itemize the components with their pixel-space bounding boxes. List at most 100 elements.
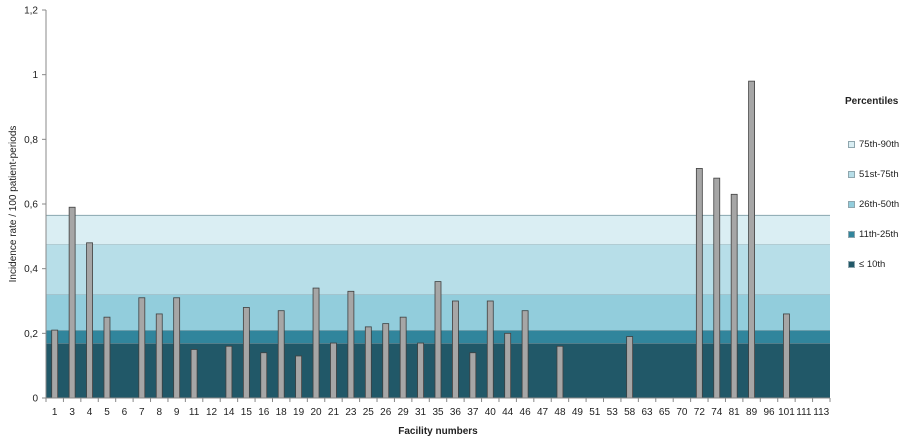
- bar-37: [469, 352, 477, 399]
- x-tick-label: 11: [189, 407, 200, 418]
- y-tick-label: 0: [32, 394, 38, 405]
- bar-74: [713, 177, 721, 399]
- bar-89: [748, 80, 755, 399]
- legend-title: Percentiles: [845, 96, 899, 107]
- bar-101: [783, 313, 790, 399]
- x-tick-label: 111: [796, 407, 812, 418]
- x-tick-label: 26: [380, 407, 392, 418]
- bar-18: [277, 310, 285, 399]
- bar-4: [86, 242, 93, 399]
- bar-48: [556, 345, 564, 399]
- x-tick-label: 53: [607, 407, 619, 418]
- x-tick-label: 46: [520, 407, 532, 418]
- x-tick-label: 23: [345, 407, 357, 418]
- x-tick-label: 48: [554, 407, 566, 418]
- bar-40: [486, 300, 494, 399]
- x-tick-label: 20: [310, 407, 322, 418]
- x-tick-label: 44: [502, 407, 514, 418]
- legend-swatch: [848, 261, 855, 268]
- legend-swatch: [848, 141, 855, 148]
- x-tick-label: 19: [293, 407, 305, 418]
- bar-29: [399, 316, 407, 399]
- bar-25: [364, 326, 372, 399]
- x-tick-label: 70: [676, 407, 688, 418]
- x-tick-label: 15: [241, 407, 253, 418]
- bar-1: [51, 329, 59, 399]
- bar-9: [173, 297, 181, 399]
- bar-16: [260, 352, 268, 399]
- legend-swatch: [848, 231, 855, 238]
- y-tick-label: 0,2: [24, 329, 38, 340]
- x-tick-label: 72: [694, 407, 706, 418]
- bar-81: [730, 193, 738, 399]
- bar-14: [225, 345, 233, 399]
- x-tick-label: 74: [711, 407, 723, 418]
- x-tick-label: 6: [122, 407, 128, 418]
- x-tick-label: 65: [659, 407, 671, 418]
- legend-swatch: [848, 171, 855, 178]
- x-tick-label: 12: [206, 407, 218, 418]
- bar-26: [382, 323, 390, 399]
- x-tick-label: 49: [572, 407, 584, 418]
- bar-19: [295, 355, 303, 399]
- x-tick-label: 37: [467, 407, 479, 418]
- bar-44: [504, 332, 512, 399]
- x-axis-title: Facility numbers: [398, 426, 478, 437]
- x-tick-labels: 1 3 4 5 6 7 8 9 11 12 14 15 16 18 19 20 21 23 25 26 29 31 35 36…: [52, 407, 830, 418]
- x-tick-label: 14: [223, 407, 235, 418]
- axes: [42, 9, 831, 402]
- x-tick-label: 7: [139, 407, 145, 418]
- y-tick-label: 0,4: [24, 264, 38, 275]
- bar-11: [190, 349, 198, 399]
- bar-23: [347, 290, 355, 399]
- x-tick-label: 58: [624, 407, 636, 418]
- x-tick-label: 36: [450, 407, 462, 418]
- y-tick-label: 0,8: [24, 135, 38, 146]
- x-tick-label: 16: [258, 407, 270, 418]
- bar-31: [417, 342, 424, 399]
- y-axis-title: Incidence rate / 100 patient-periods: [8, 126, 19, 283]
- bar-7: [138, 297, 146, 399]
- bar-3: [68, 206, 76, 399]
- x-tick-label: 8: [156, 407, 162, 418]
- bar-72: [695, 168, 703, 399]
- legend-swatch: [848, 201, 855, 208]
- legend-label: 26th-50th: [859, 199, 900, 210]
- x-tick-label: 18: [276, 407, 288, 418]
- x-tick-label: 113: [813, 407, 829, 418]
- bar-36: [452, 300, 459, 399]
- x-tick-label: 5: [104, 407, 110, 418]
- x-tick-label: 101: [778, 407, 795, 418]
- x-tick-label: 63: [642, 407, 654, 418]
- bar-35: [434, 281, 442, 399]
- x-tick-label: 40: [485, 407, 497, 418]
- bar-15: [242, 307, 250, 399]
- x-tick-label: 25: [363, 407, 375, 418]
- x-tick-label: 89: [746, 407, 758, 418]
- y-tick-label: 0,6: [24, 200, 38, 211]
- x-tick-label: 1: [52, 407, 58, 418]
- x-tick-label: 3: [69, 407, 75, 418]
- bar-21: [330, 342, 337, 399]
- bar-46: [521, 310, 529, 399]
- x-tick-label: 29: [398, 407, 410, 418]
- bar-20: [312, 287, 320, 399]
- x-tick-label: 35: [432, 407, 444, 418]
- x-tick-label: 81: [729, 407, 741, 418]
- legend-label: 75th-90th: [859, 139, 900, 150]
- band-4: [46, 215, 830, 245]
- y-tick-label: 1,2: [24, 6, 38, 17]
- x-tick-label: 21: [328, 407, 340, 418]
- x-tick-label: 47: [537, 407, 549, 418]
- bar-8: [155, 313, 163, 399]
- x-tick-label: 31: [415, 407, 427, 418]
- legend-label: 11th-25th: [859, 229, 899, 240]
- legend-label: 51st-75th: [859, 169, 899, 180]
- x-tick-label: 96: [763, 407, 775, 418]
- bars: [51, 80, 790, 399]
- bar-58: [626, 336, 634, 399]
- bar-5: [103, 316, 111, 399]
- y-tick-labels: 0 0,2 0,4 0,6 0,8 1 1,2: [24, 6, 38, 405]
- y-tick-label: 1: [32, 70, 38, 81]
